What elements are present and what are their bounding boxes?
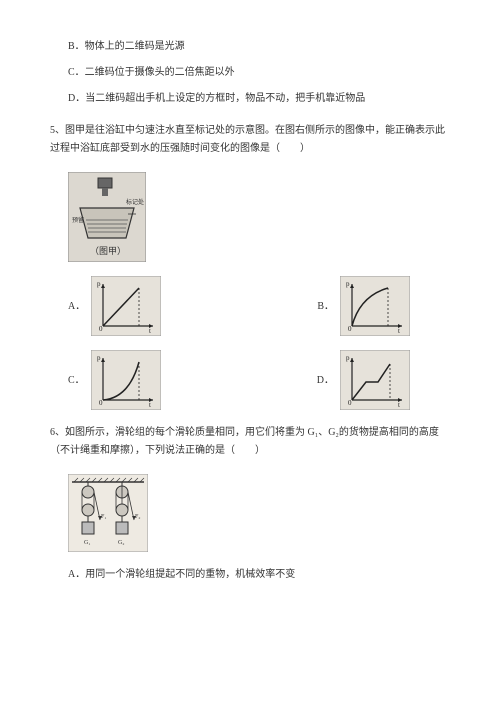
svg-text:p: p (346, 280, 350, 288)
svg-text:F₁: F₁ (101, 514, 106, 520)
svg-text:G₂: G₂ (118, 540, 124, 546)
svg-text:0: 0 (348, 399, 352, 407)
choice-a: A． 0 t p (68, 276, 161, 336)
choice-d: D． 0 t p (317, 350, 410, 410)
option-d: D．当二维码超出手机上设定的方框时，物品不动，把手机靠近物品 (68, 90, 450, 108)
graph-c: 0 t p (91, 350, 161, 410)
question-6: 6、如图所示，滑轮组的每个滑轮质量相同，用它们将重为 G₁、G₂的货物提高相同的… (50, 424, 450, 460)
option-b: B．物体上的二维码是光源 (68, 38, 450, 56)
svg-text:0: 0 (348, 325, 352, 333)
q6-option-a: A．用同一个滑轮组提起不同的重物，机械效率不变 (68, 566, 450, 584)
choices-row-1: A． 0 t p B． 0 t p (68, 276, 410, 336)
svg-text:t: t (149, 401, 151, 409)
choice-c: C． 0 t p (68, 350, 161, 410)
choice-a-label: A． (68, 298, 85, 316)
choice-b: B． 0 t p (317, 276, 410, 336)
choice-c-label: C． (68, 372, 85, 390)
svg-text:0: 0 (99, 325, 103, 333)
choice-b-label: B． (317, 298, 334, 316)
choice-d-label: D． (317, 372, 334, 390)
question-5: 5、图甲是往浴缸中匀速注水直至标记处的示意图。在图右侧所示的图像中，能正确表示此… (50, 122, 450, 158)
label-left: 预留 (72, 216, 84, 224)
figure-bathtub: 预留 标记处 （图甲） (68, 172, 450, 262)
graph-b: 0 t p (340, 276, 410, 336)
svg-text:t: t (149, 327, 151, 335)
option-c: C．二维码位于摄像头的二倍焦距以外 (68, 64, 450, 82)
svg-text:t: t (398, 401, 400, 409)
figure-pulleys: F₁ G₁ F₂ G₂ (68, 474, 450, 552)
graph-d: 0 t p (340, 350, 410, 410)
figure-caption: （图甲） (90, 246, 126, 256)
svg-text:0: 0 (99, 399, 103, 407)
svg-text:t: t (398, 327, 400, 335)
svg-text:p: p (97, 280, 101, 288)
svg-text:p: p (97, 354, 101, 362)
label-right: 标记处 (126, 198, 144, 206)
svg-text:F₂: F₂ (135, 514, 140, 520)
svg-text:G₁: G₁ (84, 540, 90, 546)
svg-text:p: p (346, 354, 350, 362)
choices-row-2: C． 0 t p D． 0 t p (68, 350, 410, 410)
graph-a: 0 t p (91, 276, 161, 336)
